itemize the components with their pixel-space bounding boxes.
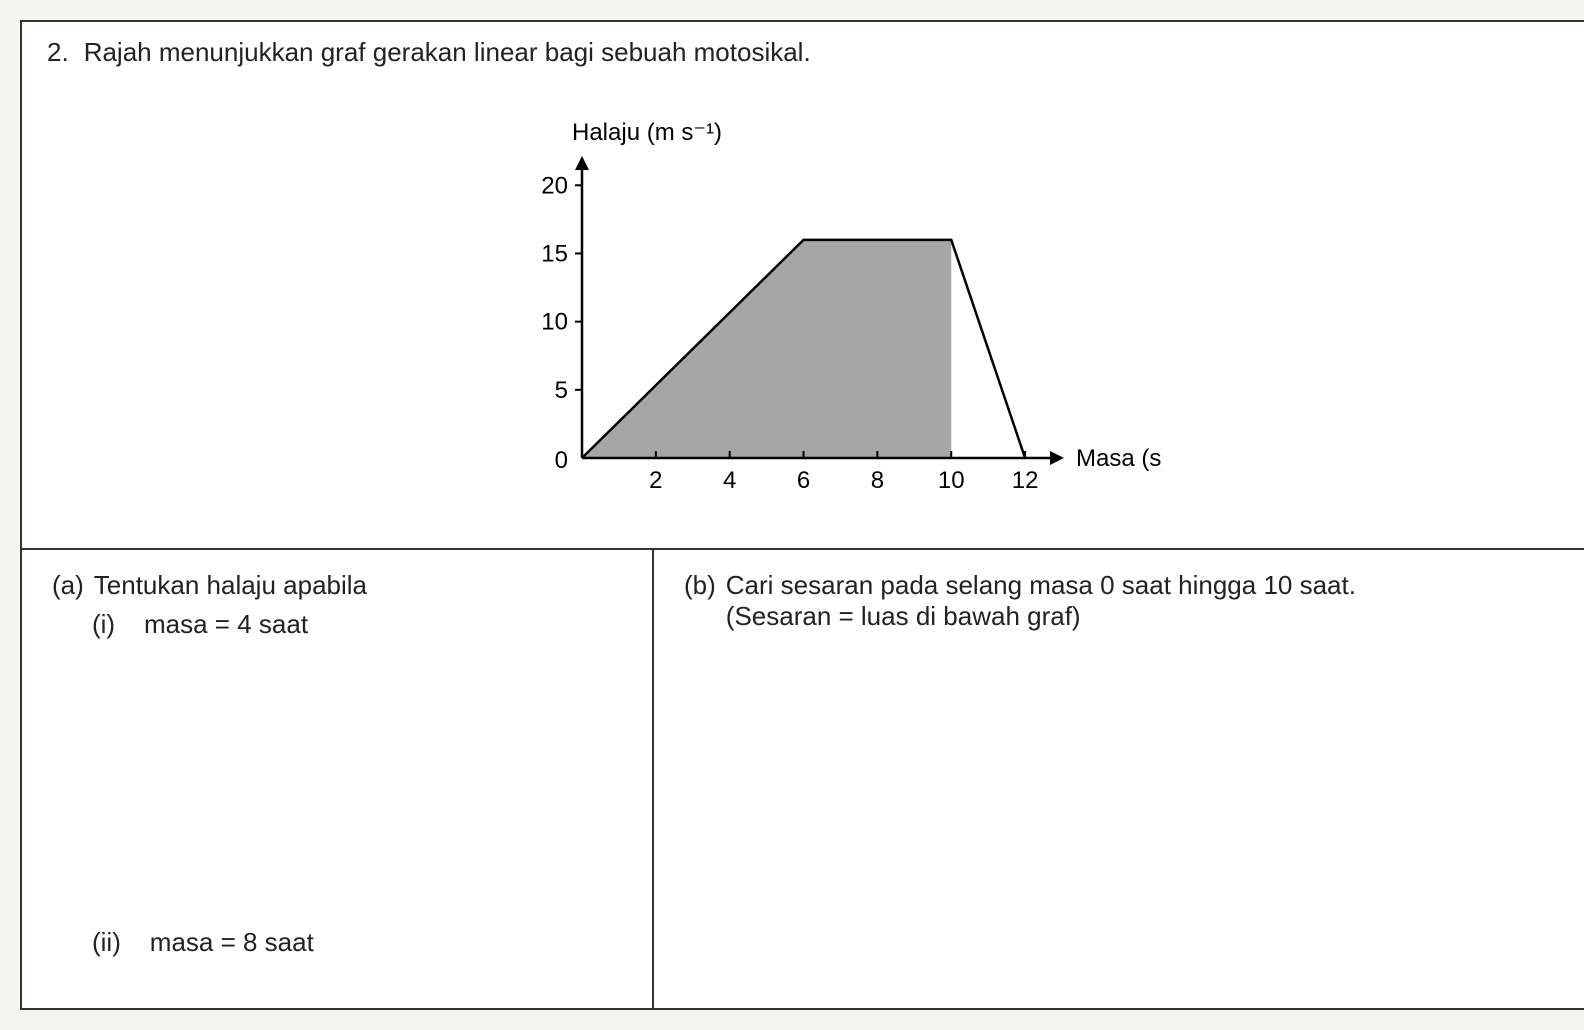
part-a-column: (a) Tentukan halaju apabila (i) masa = 4… [22, 550, 654, 1008]
svg-text:0: 0 [555, 447, 568, 474]
part-a-ii-label: (ii) [92, 927, 121, 957]
question-header: 2. Rajah menunjukkan graf gerakan linear… [22, 22, 1584, 78]
velocity-time-chart: 5 10 15 20 0 2 4 6 8 10 12 Halaju (m s⁻¹) Masa (s) [462, 98, 1162, 518]
part-a-ii-text: masa = 8 saat [150, 927, 314, 957]
svg-text:6: 6 [797, 467, 810, 494]
part-b-line2: (Sesaran = luas di bawah graf) [726, 601, 1356, 632]
svg-text:2: 2 [649, 467, 662, 494]
part-b-column: (b) Cari sesaran pada selang masa 0 saat… [654, 550, 1584, 1008]
chart-container: 5 10 15 20 0 2 4 6 8 10 12 Halaju (m s⁻¹) Masa (s) [22, 78, 1584, 550]
svg-text:10: 10 [541, 309, 568, 336]
part-a-i-text: masa = 4 saat [144, 609, 308, 639]
part-b-line1: Cari sesaran pada selang masa 0 saat hin… [726, 570, 1356, 601]
question-text: Rajah menunjukkan graf gerakan linear ba… [84, 37, 811, 68]
part-a-text: Tentukan halaju apabila [94, 570, 367, 601]
part-a-i-label: (i) [92, 609, 115, 639]
svg-text:15: 15 [541, 240, 568, 267]
svg-text:10: 10 [938, 467, 965, 494]
svg-text:Masa (s): Masa (s) [1076, 445, 1162, 472]
svg-text:12: 12 [1012, 467, 1039, 494]
svg-text:4: 4 [723, 467, 736, 494]
svg-text:Halaju (m s⁻¹): Halaju (m s⁻¹) [572, 119, 722, 146]
svg-text:5: 5 [555, 377, 568, 404]
question-number: 2. [47, 37, 69, 68]
svg-text:8: 8 [871, 467, 884, 494]
part-b-label: (b) [684, 570, 716, 632]
svg-text:20: 20 [541, 172, 568, 199]
part-a-label: (a) [52, 570, 84, 601]
